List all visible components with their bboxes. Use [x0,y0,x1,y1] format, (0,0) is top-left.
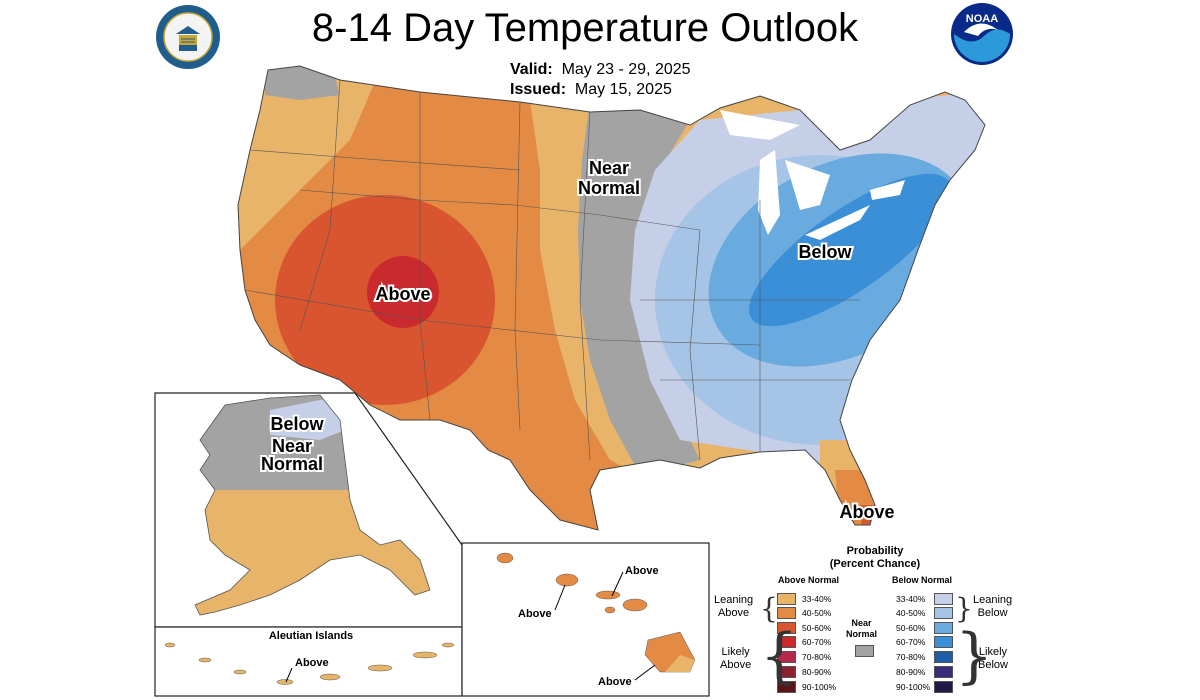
legend-below-head: Below Normal [892,575,953,585]
swatch-above-40-50 [777,607,796,619]
legend-near-normal: Near Normal [846,618,877,640]
pct-above-1: 40-50% [802,608,832,618]
brace-likely-below: } [955,621,994,691]
legend-title: Probability (Percent Chance) [810,545,940,571]
pct-below-4: 70-80% [896,652,926,662]
pct-above-3: 60-70% [802,637,832,647]
brace-leaning-below: } [955,592,973,625]
hawaii-inset: Above Above Above [461,542,710,697]
legend-above-head: Above Normal [778,575,840,585]
pct-above-4: 70-80% [802,652,832,662]
aleutian-title: Aleutian Islands [269,630,353,642]
label-hawaii-above-1: Above [625,565,659,577]
label-near-normal-2: Normal [578,178,640,198]
pct-above-6: 90-100% [802,682,837,692]
legend-title-line2: (Percent Chance) [829,558,921,570]
legend-leaning-above: Leaning Above [714,594,753,620]
legend-near-1: Near [851,618,872,628]
leaning-above-1: Leaning [714,594,754,606]
valid-value: May 23 - 29, 2025 [561,61,691,78]
pct-below-3: 60-70% [896,637,926,647]
swatch-below-33-40 [934,593,953,605]
lake-superior [720,110,800,140]
pct-above-0: 33-40% [802,594,832,604]
valid-label: Valid: [510,61,553,78]
label-conus-above: Above [375,284,430,304]
leaning-below-1: Leaning [973,594,1013,606]
leaning-below-2: Below [977,607,1008,619]
label-conus-below: Below [798,242,852,262]
brace-likely-above: { [760,621,799,691]
pct-above-5: 80-90% [802,667,832,677]
legend-near-2: Normal [846,629,878,639]
label-near-normal-1: Near [589,158,629,178]
label-hawaii-above-2: Above [518,608,552,620]
brace-leaning-above: { [760,592,778,625]
swatch-below-90-100 [934,681,953,693]
swatch-above-50-60 [777,622,796,634]
likely-above-1: Likely [721,646,750,658]
probability-legend: Probability (Percent Chance) Above Norma… [710,545,1040,695]
likely-above-2: Above [720,659,752,671]
swatch-below-50-60 [934,622,953,634]
pct-below-1: 40-50% [896,608,926,618]
noaa-logo-icon: NOAA [951,3,1013,65]
label-hawaii-above-3: Above [598,676,632,688]
swatch-above-70-80 [777,651,796,663]
page-title: 8-14 Day Temperature Outlook [311,6,859,50]
swatch-above-80-90 [777,666,796,678]
lake-ontario [870,180,905,200]
lake-huron [785,160,830,210]
issued-value: May 15, 2025 [574,81,672,98]
swatch-below-70-80 [934,651,953,663]
legend-leaning-below: Leaning Below [973,594,1012,620]
swatch-below-80-90 [934,666,953,678]
likely-below-1: Likely [978,646,1008,658]
issued-label: Issued: [510,81,567,98]
label-alaska-near-2: Normal [261,454,323,474]
pct-above-2: 50-60% [802,623,832,633]
legend-likely-below: Likely Below [978,646,1008,672]
aleutian-inset: Aleutian Islands Above [154,626,463,697]
swatch-above-90-100 [777,681,796,693]
label-alaska-near-1: Near [272,436,312,456]
pct-below-6: 90-100% [896,682,931,692]
pct-below-2: 50-60% [896,623,926,633]
swatch-above-33-40 [777,593,796,605]
likely-below-2: Below [978,659,1008,671]
label-florida-above: Above [839,502,894,522]
leaning-above-2: Above [717,607,750,619]
conus-outline [237,65,986,531]
lake-erie [805,205,870,240]
legend-title-line1: Probability [846,545,904,557]
swatch-below-40-50 [934,607,953,619]
label-alaska-below: Below [270,414,324,434]
state-boundaries [244,79,860,461]
swatch-near-normal [855,645,874,657]
swatch-below-60-70 [934,636,953,648]
pct-below-5: 80-90% [896,667,926,677]
swatch-above-60-70 [777,636,796,648]
legend-likely-above: Likely Above [720,646,751,672]
label-aleutian-above: Above [295,657,329,669]
lake-michigan [758,150,780,235]
date-block: Valid: May 23 - 29, 2025 Issued: May 15,… [510,60,691,100]
svg-text:NOAA: NOAA [966,13,998,25]
alaska-inset: Below Near Normal [154,392,463,628]
pct-below-0: 33-40% [896,594,926,604]
commerce-seal-icon [156,5,220,69]
